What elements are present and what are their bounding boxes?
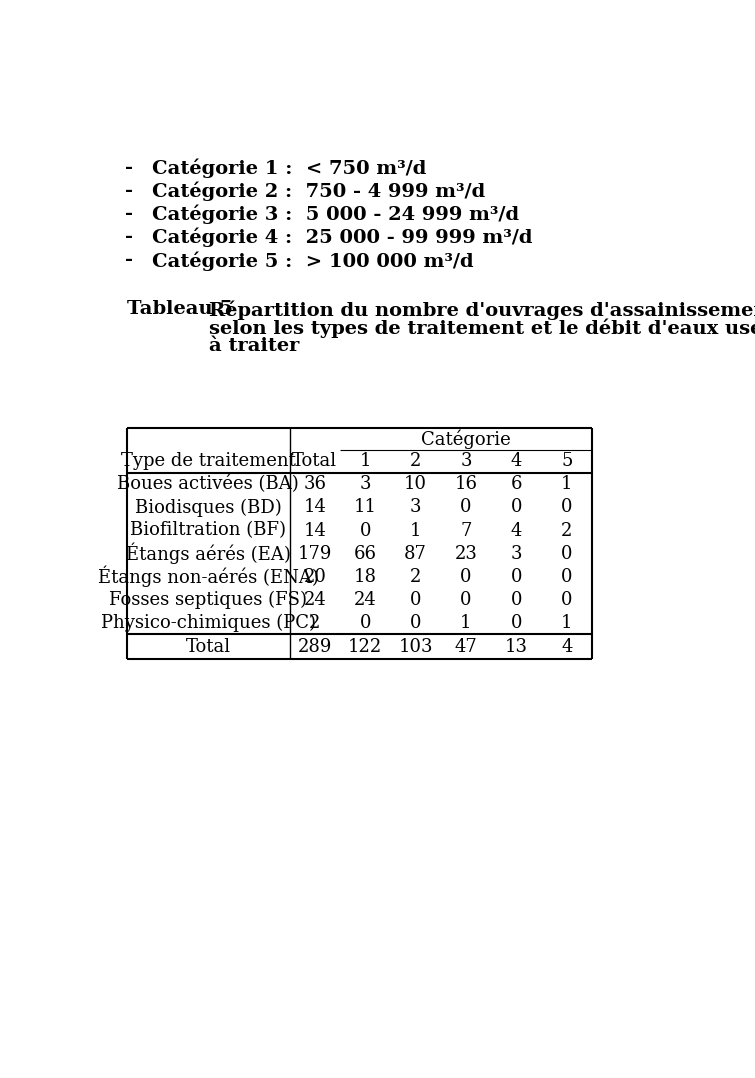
Text: Catégorie 5 :  > 100 000 m³/d: Catégorie 5 : > 100 000 m³/d [153, 251, 474, 271]
Text: 1: 1 [561, 475, 572, 494]
Text: 0: 0 [461, 568, 472, 585]
Text: -: - [125, 158, 133, 177]
Text: 0: 0 [359, 614, 371, 632]
Text: 3: 3 [461, 453, 472, 470]
Text: 0: 0 [561, 498, 572, 516]
Text: 7: 7 [461, 522, 472, 539]
Text: 1: 1 [359, 453, 371, 470]
Text: Catégorie 4 :  25 000 - 99 999 m³/d: Catégorie 4 : 25 000 - 99 999 m³/d [153, 227, 533, 248]
Text: 18: 18 [354, 568, 377, 585]
Text: Fosses septiques (FS): Fosses septiques (FS) [109, 591, 307, 609]
Text: 289: 289 [297, 638, 332, 655]
Text: 0: 0 [461, 591, 472, 609]
Text: 16: 16 [455, 475, 477, 494]
Text: Répartition du nombre d'ouvrages d'assainissement: Répartition du nombre d'ouvrages d'assai… [209, 301, 755, 320]
Text: 0: 0 [510, 568, 522, 585]
Text: 87: 87 [404, 544, 427, 563]
Text: 10: 10 [404, 475, 427, 494]
Text: 4: 4 [510, 522, 522, 539]
Text: 0: 0 [510, 498, 522, 516]
Text: 14: 14 [304, 498, 326, 516]
Text: 13: 13 [505, 638, 528, 655]
Text: -: - [125, 182, 133, 199]
Text: 103: 103 [399, 638, 433, 655]
Text: 6: 6 [510, 475, 522, 494]
Text: Physico-chimiques (PC): Physico-chimiques (PC) [101, 613, 316, 632]
Text: 2: 2 [561, 522, 572, 539]
Text: selon les types de traitement et le débit d'eaux usées: selon les types de traitement et le débi… [209, 319, 755, 338]
Text: 4: 4 [561, 638, 572, 655]
Text: Biofiltration (BF): Biofiltration (BF) [131, 522, 286, 539]
Text: Étangs non-aérés (ENA): Étangs non-aérés (ENA) [98, 566, 319, 588]
Text: 0: 0 [561, 544, 572, 563]
Text: 0: 0 [561, 568, 572, 585]
Text: 0: 0 [510, 614, 522, 632]
Text: 1: 1 [561, 614, 572, 632]
Text: -: - [125, 205, 133, 223]
Text: 1: 1 [461, 614, 472, 632]
Text: Biodisques (BD): Biodisques (BD) [135, 498, 282, 516]
Text: -: - [125, 227, 133, 246]
Text: 24: 24 [354, 591, 377, 609]
Text: 0: 0 [359, 522, 371, 539]
Text: 1: 1 [410, 522, 421, 539]
Text: 0: 0 [561, 591, 572, 609]
Text: Étangs aérés (EA): Étangs aérés (EA) [126, 543, 291, 565]
Text: Boues activées (BA): Boues activées (BA) [118, 475, 299, 494]
Text: Total: Total [292, 453, 337, 470]
Text: 2: 2 [310, 614, 321, 632]
Text: à traiter: à traiter [209, 337, 300, 356]
Text: 0: 0 [410, 614, 421, 632]
Text: 2: 2 [410, 453, 421, 470]
Text: 14: 14 [304, 522, 326, 539]
Text: Type de traitement: Type de traitement [121, 453, 296, 470]
Text: 0: 0 [410, 591, 421, 609]
Text: 23: 23 [455, 544, 477, 563]
Text: -: - [125, 251, 133, 270]
Text: 47: 47 [455, 638, 477, 655]
Text: 3: 3 [410, 498, 421, 516]
Text: Catégorie 2 :  750 - 4 999 m³/d: Catégorie 2 : 750 - 4 999 m³/d [153, 182, 485, 202]
Text: 4: 4 [510, 453, 522, 470]
Text: 36: 36 [304, 475, 326, 494]
Text: 11: 11 [354, 498, 377, 516]
Text: Tableau 5: Tableau 5 [127, 301, 233, 318]
Text: 3: 3 [359, 475, 371, 494]
Text: 0: 0 [510, 591, 522, 609]
Text: 0: 0 [461, 498, 472, 516]
Text: Total: Total [186, 638, 231, 655]
Text: 5: 5 [561, 453, 572, 470]
Text: 2: 2 [410, 568, 421, 585]
Text: 122: 122 [348, 638, 382, 655]
Text: 179: 179 [297, 544, 332, 563]
Text: Catégorie 3 :  5 000 - 24 999 m³/d: Catégorie 3 : 5 000 - 24 999 m³/d [153, 205, 519, 224]
Text: 20: 20 [304, 568, 326, 585]
Text: Catégorie 1 :  < 750 m³/d: Catégorie 1 : < 750 m³/d [153, 158, 427, 178]
Text: 24: 24 [304, 591, 326, 609]
Text: Catégorie: Catégorie [421, 429, 511, 448]
Text: 3: 3 [510, 544, 522, 563]
Bar [127, 428, 592, 659]
Text: 66: 66 [354, 544, 377, 563]
